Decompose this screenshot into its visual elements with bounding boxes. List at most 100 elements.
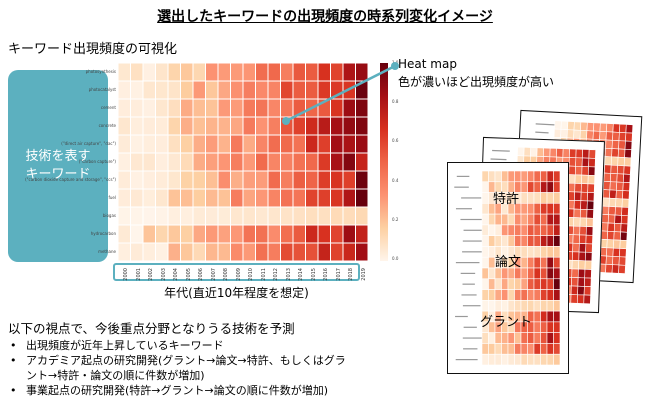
- mini-heatmap-cell: [520, 343, 528, 355]
- mini-heatmap-cell: [601, 214, 609, 224]
- mini-heatmap-cell: [553, 170, 561, 183]
- mini-heatmap-cell: [587, 183, 595, 193]
- mini-heatmap-cell: [540, 235, 548, 247]
- mini-heatmap-cell: [481, 192, 489, 204]
- mini-heatmap-cell: [488, 213, 496, 226]
- mini-heatmap-cell: [540, 300, 548, 312]
- list-item: アカデミア起点の研究開発(グラント→論文→特許、もしくはグラ ント→特許・論文の…: [8, 353, 346, 383]
- mini-heatmap-cell: [554, 120, 562, 130]
- mini-heatmap-cell: [527, 224, 535, 236]
- mini-heatmap-cell: [553, 213, 561, 226]
- mini-heatmap-cell: [582, 149, 590, 159]
- mini-heatmap-cell: [533, 256, 541, 269]
- mini-heatmap-cell: [580, 200, 588, 210]
- mini-heatmap-cell: [481, 213, 489, 226]
- mini-heatmap-cell: [573, 217, 581, 227]
- mini-heatmap-cell: [520, 203, 528, 215]
- mini-heatmap-cell: [553, 343, 561, 355]
- mini-heatmap-cell: [617, 148, 626, 158]
- mini-heatmap-cell: [574, 165, 583, 176]
- mini-heatmap-cell: [553, 235, 561, 247]
- mini-heatmap-cell: [618, 132, 627, 142]
- mini-heatmap-cell: [553, 181, 561, 193]
- mini-heatmap-cell: [494, 278, 502, 290]
- mini-heatmap-cell: [514, 278, 522, 290]
- mini-row-label: [463, 326, 477, 328]
- heatmap-row-label: hydrocarbon: [90, 231, 116, 236]
- mini-heatmap-cell: [605, 255, 614, 265]
- mini-heatmap-cell: [570, 294, 578, 304]
- mini-heatmap-cell: [586, 200, 595, 211]
- mini-heatmap-cell: [527, 267, 535, 280]
- mini-heatmap-cell: [546, 267, 554, 280]
- mini-heatmap-cell: [533, 181, 541, 193]
- mini-heatmap-cell: [574, 183, 582, 193]
- mini-heatmap-cell: [481, 256, 489, 269]
- mini-heatmap-cell: [608, 197, 617, 208]
- mini-heatmap-cell: [527, 353, 535, 366]
- mini-heatmap-cell: [527, 289, 535, 301]
- mini-heatmap-cell: [481, 289, 489, 301]
- mini-heatmap-cell: [501, 170, 509, 183]
- mini-heatmap-cell: [501, 278, 509, 290]
- mini-heatmap-cell: [520, 332, 528, 344]
- mini-heatmap-cell: [611, 140, 620, 150]
- mini-row-label: [455, 359, 478, 361]
- mini-heatmap-cell: [576, 294, 585, 304]
- mini-heatmap-cell: [520, 192, 528, 204]
- mini-heatmap-cell: [587, 166, 596, 176]
- mini-heatmap-cell: [579, 234, 587, 244]
- mini-heatmap-cell: [586, 209, 594, 219]
- mini-heatmap-cell: [605, 264, 613, 274]
- mini-heatmap-cell: [605, 131, 614, 141]
- mini-heatmap-cell: [624, 148, 632, 159]
- mini-heatmap-cell: [533, 310, 541, 323]
- mini-heatmap-cell: [533, 203, 541, 215]
- list-item-text: アカデミア起点の研究開発(グラント→論文→特許、もしくはグラ ント→特許・論文の…: [26, 354, 346, 382]
- mini-heatmap-cell: [605, 139, 613, 149]
- mini-heatmap-cell: [575, 148, 583, 159]
- heatmap-callout-title: Heat map: [398, 57, 457, 71]
- mini-heatmap-cell: [619, 123, 627, 134]
- mini-heatmap-cell: [599, 122, 608, 133]
- mini-heatmap-cell: [527, 332, 535, 344]
- mini-heatmap-cell: [488, 289, 496, 301]
- mini-heatmap-cell: [488, 300, 496, 312]
- mini-heatmap-cell: [488, 278, 496, 290]
- mini-heatmap-cell: [546, 256, 554, 269]
- heatmap-row-label: ("carbon capture"): [78, 159, 116, 164]
- mini-heatmap-cell: [507, 224, 515, 236]
- mini-heatmap-cell: [585, 243, 593, 253]
- mini-heatmap-cell: [618, 264, 626, 274]
- mini-heatmap-cell: [584, 260, 593, 270]
- mini-heatmap-cell: [574, 174, 583, 184]
- keyword-label-line1: 技術を表す: [25, 149, 91, 164]
- mini-heatmap-cell: [625, 124, 634, 134]
- mini-heatmap-cell: [587, 192, 595, 202]
- heatmap-row-label: biogas: [102, 213, 116, 218]
- colorbar-tick-label: 0.2: [392, 216, 399, 222]
- mini-heatmap-cell: [593, 122, 601, 132]
- mini-heatmap-cell: [540, 353, 548, 366]
- mini-heatmap-cell: [610, 156, 619, 166]
- mini-heatmap-cell: [560, 129, 568, 139]
- mini-heatmap-cell: [618, 256, 627, 266]
- mini-heatmap-cell: [621, 198, 630, 208]
- mini-heatmap-cell: [612, 256, 620, 266]
- mini-heatmap-cell: [540, 181, 548, 193]
- mini-heatmap-cell: [621, 206, 629, 217]
- mini-heatmap-cell: [619, 248, 627, 258]
- mini-row-label: [463, 229, 487, 231]
- mini-heatmap-cell: [540, 267, 548, 280]
- mini-heatmap-cell: [613, 223, 622, 233]
- mini-heatmap-cell: [609, 189, 617, 199]
- grant-heatmap-sheet: [447, 162, 569, 374]
- mini-heatmap-cell: [606, 230, 615, 241]
- mini-heatmap-cell: [613, 231, 622, 241]
- mini-row-label: [535, 131, 549, 134]
- paper-label: 論文: [495, 255, 522, 270]
- mini-heatmap-cell: [501, 343, 509, 355]
- mini-heatmap-cell: [533, 170, 541, 183]
- mini-heatmap-cell: [553, 224, 561, 236]
- mini-heatmap-cell: [481, 267, 489, 280]
